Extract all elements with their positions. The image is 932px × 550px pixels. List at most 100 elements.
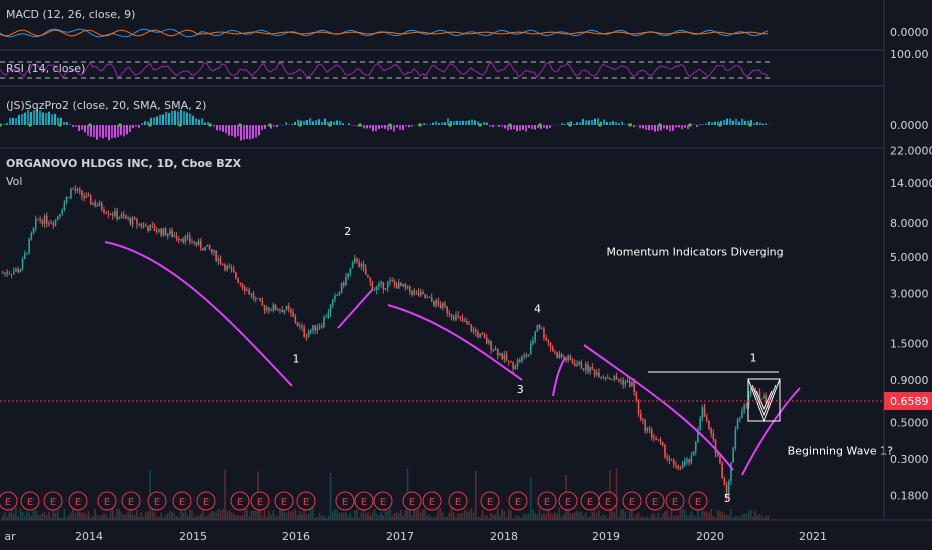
volume-bar	[683, 510, 686, 520]
volume-bar	[21, 511, 24, 520]
sqz-bar	[216, 125, 218, 131]
sqz-bar	[723, 119, 725, 125]
downtrend-curve[interactable]	[387, 304, 523, 381]
wedge-pattern[interactable]	[747, 378, 781, 423]
candle-body	[571, 360, 574, 364]
candle-body	[149, 224, 151, 231]
sqz-bar	[333, 121, 335, 125]
candle-body	[433, 301, 435, 306]
sqz-bar	[183, 111, 185, 125]
time-axis[interactable]: ar 2014 2015 2016 2017 2018 2019 2020 2021	[0, 519, 932, 543]
sqz-bar	[60, 117, 62, 125]
sqz-bar	[375, 125, 377, 132]
volume-bar	[217, 509, 220, 520]
candle-body	[477, 332, 479, 338]
earnings-marker	[250, 491, 270, 511]
candle-body	[237, 278, 239, 283]
sqz-label[interactable]: (JS)SqzPro2 (close, 20, SMA, SMA, 2)	[6, 99, 206, 112]
volume-bar	[545, 514, 547, 520]
wave-2-uptrend-line[interactable]	[337, 289, 373, 329]
sqz-bar	[426, 124, 428, 125]
volume-bar	[679, 508, 682, 520]
candle-body	[615, 376, 618, 380]
volume-bar	[173, 513, 176, 520]
candle-body	[406, 285, 409, 288]
candle-body	[303, 327, 305, 337]
sqz-pane[interactable]: (JS)SqzPro2 (close, 20, SMA, SMA, 2)	[0, 99, 770, 141]
volume-bar	[712, 516, 715, 520]
candle-body	[78, 189, 81, 191]
volume-bar	[452, 512, 455, 520]
sqz-bar	[48, 111, 50, 125]
candle-body	[635, 392, 638, 400]
volume-bar	[261, 515, 264, 520]
macd-label[interactable]: MACD (12, 26, close, 9)	[6, 8, 135, 21]
rsi-pane[interactable]: RSI (14, close)	[0, 61, 770, 79]
price-pane[interactable]: E E E E E E E E E E E E E E E E E E E E E E E E E E E E E 1 2 3 4 5 1 Mome…	[0, 157, 893, 520]
volume-bar	[386, 510, 389, 520]
candle-body	[133, 217, 136, 220]
volume-bar	[633, 517, 635, 520]
volume-bar	[754, 510, 756, 520]
rsi-label[interactable]: RSI (14, close)	[6, 62, 85, 75]
volume-bar	[723, 513, 726, 520]
candle-body	[501, 353, 503, 360]
sqz-bar	[591, 120, 593, 125]
candle-body	[131, 217, 134, 225]
sqz-bar	[693, 124, 695, 125]
downtrend-curve[interactable]	[583, 344, 734, 471]
candle-body	[397, 282, 400, 289]
sqz-bar	[33, 109, 35, 125]
volume-bar	[303, 510, 305, 520]
wave-4-uptrend-line[interactable]	[552, 357, 566, 397]
time-tick-label: 2014	[75, 530, 103, 543]
candle-body	[389, 280, 391, 283]
macd-pane[interactable]: MACD (12, 26, close, 9)	[0, 8, 769, 38]
volume-bar	[70, 512, 72, 520]
sqz-bar	[3, 124, 5, 125]
volume-bar	[503, 511, 506, 520]
wave-1-projection-line[interactable]	[741, 387, 801, 476]
volume-bar	[329, 473, 332, 520]
candle-body	[243, 287, 246, 291]
candle-body	[703, 407, 706, 417]
candle-body	[138, 223, 140, 225]
volume-bar	[490, 512, 492, 520]
earnings-marker-label: E	[303, 497, 309, 508]
earnings-marker	[354, 491, 374, 511]
earnings-marker-label: E	[342, 497, 348, 508]
sqz-bar	[195, 118, 197, 125]
volume-bar	[578, 512, 580, 520]
sqz-bar	[348, 123, 350, 125]
candle-body	[657, 439, 660, 441]
earnings-marker-label: E	[629, 497, 635, 508]
downtrend-curve[interactable]	[104, 241, 293, 387]
candle-body	[639, 413, 642, 420]
sqz-bar	[312, 121, 314, 125]
volume-bar	[496, 508, 499, 520]
chart-title[interactable]: ORGANOVO HLDGS INC, 1D, Cboe BZX	[6, 157, 242, 170]
volume-bar	[435, 515, 437, 520]
volume-bar	[606, 517, 609, 520]
volume-bar	[477, 516, 479, 520]
candle-body	[34, 219, 37, 228]
volume-bar	[615, 468, 618, 520]
candle-body	[109, 214, 112, 216]
sqz-dot	[238, 123, 242, 127]
candle-body	[716, 453, 719, 457]
candle-body	[499, 353, 501, 356]
candle-body	[444, 303, 446, 307]
sqz-bar	[156, 116, 158, 125]
sqz-bar	[273, 125, 275, 127]
sqz-bar	[90, 125, 92, 137]
volume-label[interactable]: Vol	[6, 175, 22, 188]
volume-bar	[151, 508, 154, 520]
candle-body	[747, 393, 750, 406]
wave-annotation-lines[interactable]	[104, 241, 801, 476]
candle-body	[340, 282, 343, 293]
sqz-bar	[237, 125, 239, 137]
price-axis[interactable]: 0.0000 100.00 0.0000 22.0000 14.0000 8.000…	[883, 0, 932, 520]
sqz-bar	[408, 125, 410, 128]
volume-bar	[595, 513, 598, 520]
